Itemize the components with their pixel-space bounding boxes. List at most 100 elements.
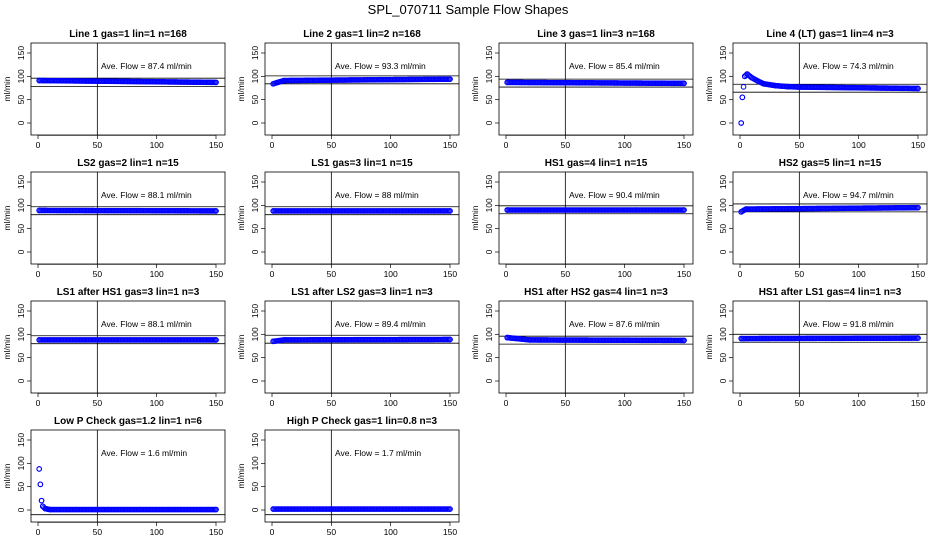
plot-frame bbox=[732, 171, 928, 265]
chart-panel-3: Line 3 gas=1 lin=3 n=168 0 50 100 150 0 50 100 1… bbox=[470, 29, 694, 150]
data-point bbox=[36, 77, 42, 84]
x-tick-label: 100 bbox=[384, 140, 398, 150]
data-point bbox=[270, 208, 276, 214]
x-tick-label: 0 bbox=[36, 398, 41, 408]
data-points bbox=[504, 79, 687, 87]
y-tick-label: 50 bbox=[250, 95, 260, 105]
y-tick-label: 150 bbox=[16, 433, 26, 447]
y-tick-label: 150 bbox=[250, 175, 260, 189]
data-point bbox=[504, 207, 510, 213]
average-flow-annotation: Ave. Flow = 87.4 ml/min bbox=[101, 61, 192, 71]
x-tick-label: 150 bbox=[443, 269, 457, 279]
plot-frame bbox=[732, 300, 928, 394]
y-axis-label: ml/min bbox=[236, 205, 246, 230]
average-flow-annotation: Ave. Flow = 1.6 ml/min bbox=[101, 448, 187, 458]
data-point bbox=[740, 84, 747, 90]
data-point bbox=[784, 83, 791, 90]
data-point bbox=[915, 85, 921, 92]
x-tick-label: 150 bbox=[209, 398, 223, 408]
data-point bbox=[38, 497, 45, 504]
x-tick-label: 150 bbox=[209, 140, 223, 150]
panel-title: HS2 gas=5 lin=1 n=15 bbox=[779, 158, 882, 169]
x-tick-label: 50 bbox=[561, 269, 571, 279]
y-tick-label: 50 bbox=[484, 353, 494, 363]
x-tick-label: 100 bbox=[852, 269, 866, 279]
y-axis-label: ml/min bbox=[236, 76, 246, 101]
x-tick-label: 150 bbox=[911, 269, 925, 279]
y-tick-label: 100 bbox=[484, 327, 494, 341]
x-tick-label: 150 bbox=[209, 527, 223, 537]
x-tick-label: 50 bbox=[93, 527, 103, 537]
x-tick-label: 150 bbox=[443, 398, 457, 408]
data-point bbox=[36, 207, 42, 214]
y-tick-label: 0 bbox=[16, 249, 26, 254]
x-tick-label: 50 bbox=[327, 398, 337, 408]
x-tick-label: 150 bbox=[677, 269, 691, 279]
data-point bbox=[37, 481, 44, 488]
data-point bbox=[681, 337, 687, 344]
y-tick-label: 0 bbox=[250, 249, 260, 254]
y-tick-label: 0 bbox=[718, 120, 728, 125]
y-tick-label: 50 bbox=[250, 482, 260, 492]
data-point bbox=[915, 204, 921, 211]
y-tick-label: 0 bbox=[484, 249, 494, 254]
x-tick-label: 50 bbox=[93, 140, 103, 150]
plot-frame bbox=[30, 429, 226, 523]
x-tick-label: 50 bbox=[93, 398, 103, 408]
data-points bbox=[36, 77, 219, 86]
x-tick-label: 0 bbox=[738, 269, 743, 279]
data-points bbox=[270, 76, 453, 87]
data-point bbox=[738, 209, 744, 215]
data-point bbox=[681, 207, 687, 213]
y-tick-label: 50 bbox=[250, 353, 260, 363]
x-tick-label: 0 bbox=[270, 140, 275, 150]
y-tick-label: 100 bbox=[16, 198, 26, 212]
y-tick-label: 0 bbox=[16, 378, 26, 383]
x-tick-label: 0 bbox=[504, 140, 509, 150]
data-point bbox=[744, 71, 750, 77]
y-axis-label: ml/min bbox=[236, 334, 246, 359]
x-tick-label: 0 bbox=[36, 269, 41, 279]
chart-panel-1: Line 1 gas=1 lin=1 n=168 0 50 100 150 0 50 100 1… bbox=[2, 29, 226, 150]
y-axis-label: ml/min bbox=[236, 463, 246, 488]
panel-title: Low P Check gas=1.2 lin=1 n=6 bbox=[54, 416, 202, 427]
x-tick-label: 150 bbox=[209, 269, 223, 279]
y-tick-label: 50 bbox=[16, 353, 26, 363]
chart-panel-11: HS1 after HS2 gas=4 lin=1 n=3 0 50 100 150 0 5… bbox=[470, 287, 694, 408]
panel-title: Line 3 gas=1 lin=3 n=168 bbox=[537, 29, 655, 40]
panel-title: LS1 after LS2 gas=3 lin=1 n=3 bbox=[291, 287, 433, 298]
y-axis-label: ml/min bbox=[704, 205, 714, 230]
data-point bbox=[738, 335, 744, 342]
y-tick-label: 100 bbox=[484, 69, 494, 83]
y-tick-label: 150 bbox=[250, 433, 260, 447]
y-tick-label: 0 bbox=[718, 378, 728, 383]
average-flow-annotation: Ave. Flow = 90.4 ml/min bbox=[569, 190, 660, 200]
plot-frame bbox=[30, 171, 226, 265]
y-tick-label: 100 bbox=[16, 327, 26, 341]
data-points bbox=[36, 207, 219, 214]
data-point bbox=[743, 206, 749, 212]
y-tick-label: 100 bbox=[250, 198, 260, 212]
y-tick-label: 0 bbox=[250, 120, 260, 125]
data-point bbox=[44, 506, 51, 512]
data-points bbox=[36, 466, 219, 513]
data-point bbox=[796, 84, 803, 90]
data-points bbox=[270, 208, 453, 214]
y-tick-label: 150 bbox=[718, 175, 728, 189]
y-tick-label: 50 bbox=[250, 224, 260, 234]
average-flow-annotation: Ave. Flow = 87.6 ml/min bbox=[569, 319, 660, 329]
data-point bbox=[504, 334, 510, 341]
y-axis-label: ml/min bbox=[2, 205, 12, 230]
data-point bbox=[447, 208, 453, 214]
average-flow-annotation: Ave. Flow = 93.3 ml/min bbox=[335, 61, 426, 71]
panel-title: Line 4 (LT) gas=1 lin=4 n=3 bbox=[766, 29, 894, 40]
chart-panel-2: Line 2 gas=1 lin=2 n=168 0 50 100 150 0 50 100 1… bbox=[236, 29, 460, 150]
average-flow-annotation: Ave. Flow = 1.7 ml/min bbox=[335, 448, 421, 458]
y-tick-label: 150 bbox=[484, 46, 494, 60]
x-tick-label: 50 bbox=[561, 398, 571, 408]
y-tick-label: 150 bbox=[16, 304, 26, 318]
chart-panel-14: High P Check gas=1 lin=0.8 n=3 0 50 100 150 0… bbox=[236, 416, 460, 537]
x-tick-label: 50 bbox=[327, 527, 337, 537]
x-tick-label: 0 bbox=[738, 398, 743, 408]
plot-frame bbox=[264, 429, 460, 523]
